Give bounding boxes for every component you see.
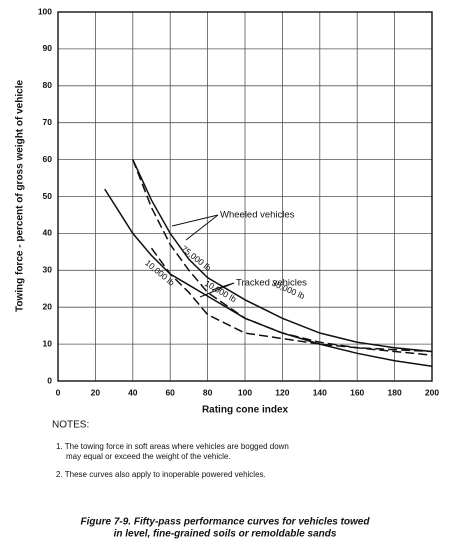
annotation: 10,000 lb [203, 278, 239, 304]
plot-frame [57, 11, 433, 382]
note-line: may equal or exceed the weight of the ve… [66, 452, 231, 461]
curve [150, 247, 433, 353]
x-tick-label: 60 [165, 387, 175, 397]
annotation: Tracked vehicles [236, 278, 307, 289]
caption-line: Figure 7-9. Fifty-pass performance curve… [81, 517, 371, 528]
annotation-arrow [185, 214, 219, 241]
y-tick-label: 0 [47, 375, 52, 385]
annotation-arrow [199, 282, 235, 298]
annotation: 75,000 lb [179, 243, 213, 273]
y-tick-label: 100 [38, 6, 52, 16]
notes-heading: NOTES: [52, 420, 89, 431]
y-tick-label: 10 [43, 338, 53, 348]
y-tick-label: 60 [43, 154, 53, 164]
x-tick-label: 100 [238, 387, 252, 397]
y-tick-label: 90 [43, 43, 53, 53]
annotation-arrow [171, 214, 219, 227]
y-tick-label: 50 [43, 191, 53, 201]
x-tick-label: 200 [425, 387, 439, 397]
y-tick-label: 70 [43, 117, 53, 127]
note-line: 1. The towing force in soft areas where … [56, 442, 289, 451]
curve [104, 188, 433, 367]
annotation: Wheeled vehicles [220, 210, 295, 221]
caption-line: in level, fine-grained soils or remoldab… [114, 529, 337, 540]
x-tick-label: 20 [91, 387, 101, 397]
x-tick-label: 160 [350, 387, 364, 397]
x-tick-label: 140 [313, 387, 327, 397]
y-tick-label: 80 [43, 80, 53, 90]
y-tick-label: 30 [43, 265, 53, 275]
note-line: 2. These curves also apply to inoperable… [56, 470, 266, 479]
x-tick-label: 40 [128, 387, 138, 397]
y-axis-label: Towing force - percent of gross weight o… [15, 80, 26, 313]
x-tick-label: 0 [56, 387, 61, 397]
y-tick-label: 40 [43, 228, 53, 238]
x-tick-label: 80 [203, 387, 213, 397]
annotation: 10,000 lb [143, 258, 176, 288]
x-tick-label: 120 [275, 387, 289, 397]
curve [132, 159, 433, 353]
y-tick-label: 20 [43, 301, 53, 311]
x-tick-label: 180 [388, 387, 402, 397]
x-axis-label: Rating cone index [202, 405, 289, 416]
